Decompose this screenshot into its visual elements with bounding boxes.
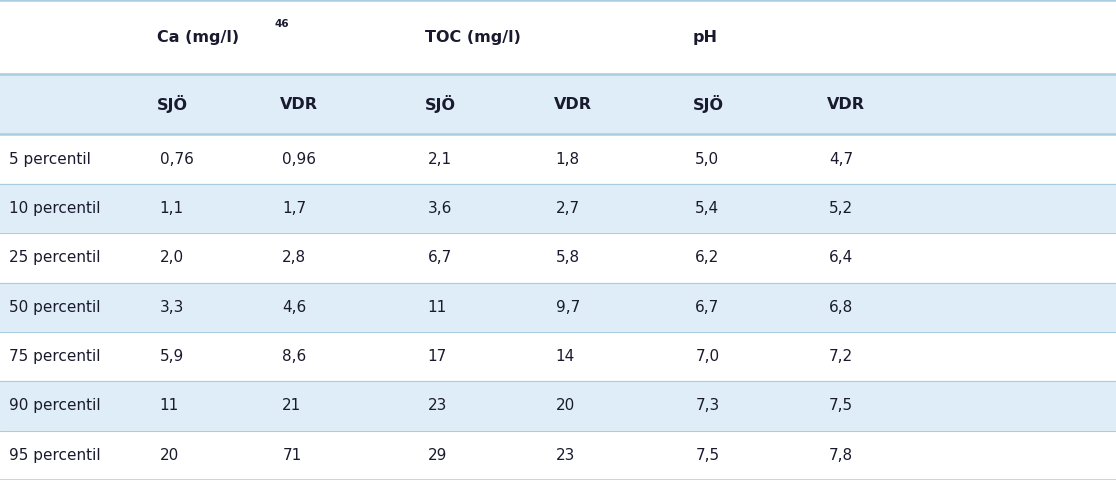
Text: pH: pH — [693, 30, 718, 45]
Text: 3,6: 3,6 — [427, 201, 452, 216]
Text: 9,7: 9,7 — [556, 300, 580, 315]
Text: 17: 17 — [427, 349, 446, 364]
Bar — [0, 431, 1116, 480]
Text: 1,1: 1,1 — [160, 201, 184, 216]
Text: VDR: VDR — [827, 97, 865, 112]
Text: 21: 21 — [282, 398, 301, 413]
Text: 5,4: 5,4 — [695, 201, 720, 216]
Text: 6,7: 6,7 — [695, 300, 720, 315]
Text: VDR: VDR — [554, 97, 591, 112]
Text: 7,5: 7,5 — [829, 398, 854, 413]
Text: 7,5: 7,5 — [695, 448, 720, 463]
Text: 5,8: 5,8 — [556, 251, 580, 265]
Text: 2,0: 2,0 — [160, 251, 184, 265]
Bar — [0, 184, 1116, 233]
Text: 1,7: 1,7 — [282, 201, 307, 216]
Text: 0,76: 0,76 — [160, 152, 193, 167]
Bar — [0, 0, 1116, 74]
Text: 11: 11 — [160, 398, 179, 413]
Text: 7,0: 7,0 — [695, 349, 720, 364]
Text: 29: 29 — [427, 448, 446, 463]
Text: 71: 71 — [282, 448, 301, 463]
Text: 11: 11 — [427, 300, 446, 315]
Text: 23: 23 — [427, 398, 446, 413]
Text: 6,8: 6,8 — [829, 300, 854, 315]
Text: 8,6: 8,6 — [282, 349, 307, 364]
Text: 3,3: 3,3 — [160, 300, 184, 315]
Text: 10 percentil: 10 percentil — [9, 201, 100, 216]
Text: 6,2: 6,2 — [695, 251, 720, 265]
Text: 7,2: 7,2 — [829, 349, 854, 364]
Bar — [0, 74, 1116, 134]
Bar — [0, 332, 1116, 381]
Text: 2,1: 2,1 — [427, 152, 452, 167]
Text: 0,96: 0,96 — [282, 152, 316, 167]
Text: 2,8: 2,8 — [282, 251, 307, 265]
Text: 7,8: 7,8 — [829, 448, 854, 463]
Text: 5,0: 5,0 — [695, 152, 720, 167]
Text: Ca (mg/l): Ca (mg/l) — [157, 30, 240, 45]
Text: 2,7: 2,7 — [556, 201, 580, 216]
Text: SJÖ: SJÖ — [157, 96, 189, 113]
Text: 1,8: 1,8 — [556, 152, 580, 167]
Text: 5 percentil: 5 percentil — [9, 152, 90, 167]
Text: 20: 20 — [160, 448, 179, 463]
Text: 5,2: 5,2 — [829, 201, 854, 216]
Text: 7,3: 7,3 — [695, 398, 720, 413]
Text: SJÖ: SJÖ — [693, 96, 724, 113]
Text: 50 percentil: 50 percentil — [9, 300, 100, 315]
Text: 20: 20 — [556, 398, 575, 413]
Bar — [0, 283, 1116, 332]
Text: 6,4: 6,4 — [829, 251, 854, 265]
Text: SJÖ: SJÖ — [425, 96, 456, 113]
Text: 75 percentil: 75 percentil — [9, 349, 100, 364]
Text: 95 percentil: 95 percentil — [9, 448, 100, 463]
Bar — [0, 381, 1116, 431]
Text: 14: 14 — [556, 349, 575, 364]
Text: 23: 23 — [556, 448, 575, 463]
Text: 90 percentil: 90 percentil — [9, 398, 100, 413]
Text: 4,7: 4,7 — [829, 152, 854, 167]
Bar — [0, 233, 1116, 283]
Text: VDR: VDR — [280, 97, 318, 112]
Text: TOC (mg/l): TOC (mg/l) — [425, 30, 521, 45]
Text: 5,9: 5,9 — [160, 349, 184, 364]
Text: 4,6: 4,6 — [282, 300, 307, 315]
Text: 25 percentil: 25 percentil — [9, 251, 100, 265]
Text: 6,7: 6,7 — [427, 251, 452, 265]
Bar — [0, 134, 1116, 184]
Text: 46: 46 — [275, 19, 289, 29]
